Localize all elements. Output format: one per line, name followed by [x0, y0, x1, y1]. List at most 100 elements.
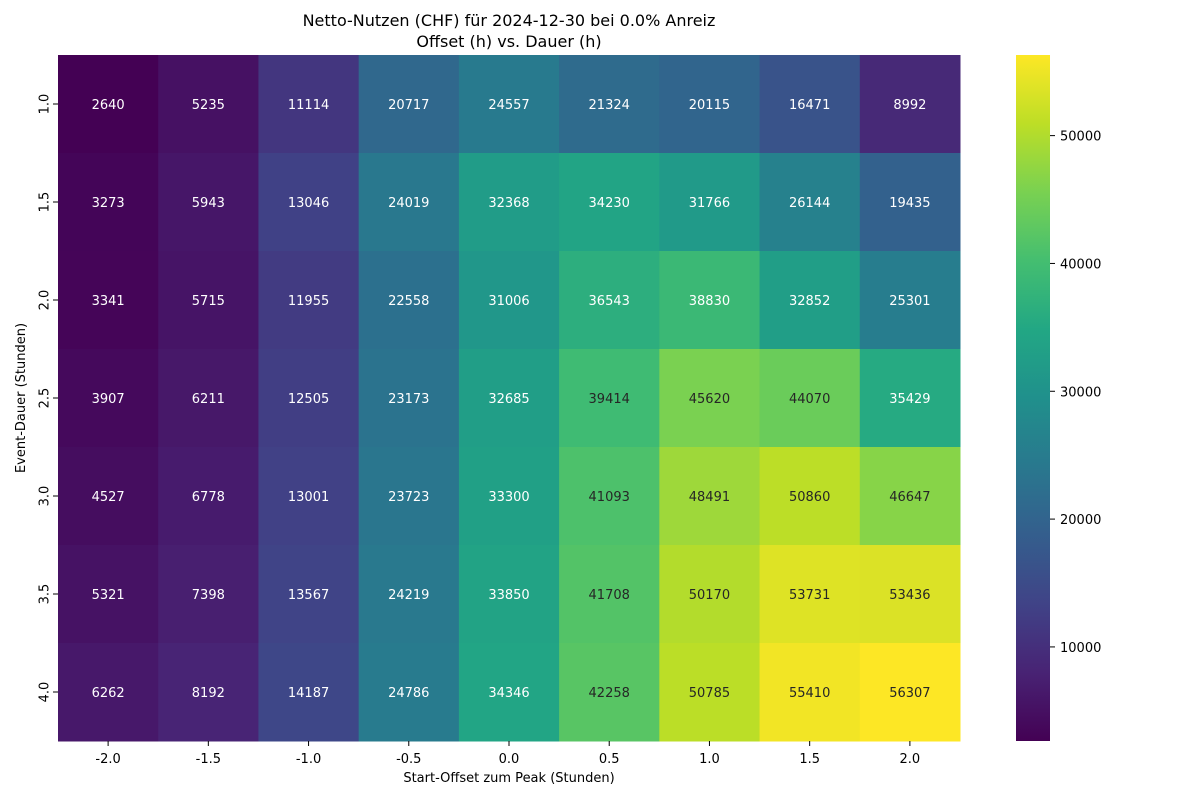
colorbar-tick-label: 30000: [1060, 385, 1101, 400]
cell-value-label: 33850: [488, 588, 529, 603]
heatmap-cell: [659, 251, 761, 350]
heatmap-cell: [458, 447, 560, 546]
heatmap-cell: [659, 349, 761, 448]
x-axis-label: Start-Offset zum Peak (Stunden): [403, 771, 614, 786]
cell-value-label: 5321: [92, 588, 125, 603]
cell-value-label: 26144: [789, 196, 830, 211]
x-tick-label: -1.5: [196, 752, 221, 767]
cell-value-label: 34230: [589, 196, 630, 211]
cell-value-label: 24557: [488, 98, 529, 113]
heatmap-cell: [158, 447, 259, 546]
x-tick-label: 1.0: [699, 752, 720, 767]
cell-value-label: 20717: [388, 98, 429, 113]
heatmap-cell: [759, 447, 861, 546]
cell-value-label: 53731: [789, 588, 830, 603]
cell-value-label: 31766: [689, 196, 730, 211]
cell-value-label: 20115: [689, 98, 730, 113]
heatmap-cell: [759, 545, 861, 644]
cell-value-label: 6262: [92, 686, 125, 701]
heatmap-cell: [859, 447, 961, 546]
cell-value-label: 50860: [789, 490, 830, 505]
y-axis-label: Event-Dauer (Stunden): [14, 323, 29, 473]
heatmap-cell: [158, 545, 259, 644]
heatmap-cell: [559, 545, 660, 644]
heatmap-cell: [659, 447, 761, 546]
heatmap-cell: [358, 643, 460, 742]
colorbar-tick-label: 20000: [1060, 513, 1101, 528]
cell-value-label: 55410: [789, 686, 830, 701]
y-tick-label: 3.5: [38, 584, 53, 605]
heatmap-cell: [458, 349, 560, 448]
cell-value-label: 35429: [889, 392, 930, 407]
cell-value-label: 46647: [889, 490, 930, 505]
cell-value-label: 24786: [388, 686, 429, 701]
cell-value-label: 3907: [92, 392, 125, 407]
colorbar-tick-label: 40000: [1060, 257, 1101, 272]
y-tick-label: 2.0: [38, 290, 53, 311]
cell-value-label: 21324: [589, 98, 630, 113]
cell-value-label: 34346: [488, 686, 529, 701]
cell-value-label: 22558: [388, 294, 429, 309]
heatmap-cell: [358, 251, 460, 350]
cell-value-label: 36543: [589, 294, 630, 309]
colorbar-ticks: 10000 20000 30000 40000 50000: [1050, 130, 1101, 656]
heatmap-cell: [58, 447, 159, 546]
cell-value-label: 6211: [192, 392, 225, 407]
colorbar-tick-label: 10000: [1060, 641, 1101, 656]
cell-value-label: 16471: [789, 98, 830, 113]
heatmap-cell: [458, 55, 560, 154]
x-tick-label: 2.0: [900, 752, 921, 767]
cell-value-label: 41093: [589, 490, 630, 505]
cell-value-label: 7398: [192, 588, 225, 603]
heatmap-cell: [358, 153, 460, 252]
cell-value-label: 31006: [488, 294, 529, 309]
cell-value-label: 53436: [889, 588, 930, 603]
cell-value-label: 24219: [388, 588, 429, 603]
cell-value-label: 44070: [789, 392, 830, 407]
heatmap-cell: [258, 447, 360, 546]
heatmap-cell: [358, 545, 460, 644]
cell-value-label: 32368: [488, 196, 529, 211]
heatmap-cell: [58, 153, 159, 252]
cell-value-label: 13046: [288, 196, 329, 211]
heatmap-cell: [358, 349, 460, 448]
heatmap-cell: [358, 447, 460, 546]
heatmap-cell: [158, 153, 259, 252]
cell-value-label: 11955: [288, 294, 329, 309]
cell-value-label: 5235: [192, 98, 225, 113]
cell-value-label: 24019: [388, 196, 429, 211]
heatmap-cell: [559, 55, 660, 154]
heatmap-cell: [158, 251, 259, 350]
x-tick-label: -0.5: [396, 752, 421, 767]
heatmap-cell: [759, 643, 861, 742]
cell-value-label: 5715: [192, 294, 225, 309]
heatmap-cell: [158, 349, 259, 448]
heatmap-cell: [659, 643, 761, 742]
cell-value-label: 33300: [488, 490, 529, 505]
chart-title-line1: Netto-Nutzen (CHF) für 2024-12-30 bei 0.…: [303, 11, 716, 30]
cell-value-label: 11114: [288, 98, 329, 113]
cell-value-label: 13001: [288, 490, 329, 505]
heatmap-cell: [158, 55, 259, 154]
heatmap-cell: [559, 349, 660, 448]
cell-value-label: 41708: [589, 588, 630, 603]
heatmap-cell: [58, 251, 159, 350]
y-tick-label: 4.0: [38, 682, 53, 703]
heatmap-cell: [58, 55, 159, 154]
cell-value-label: 45620: [689, 392, 730, 407]
heatmap-cell: [859, 545, 961, 644]
heatmap-cell: [559, 447, 660, 546]
cell-value-label: 32852: [789, 294, 830, 309]
heatmap-cell: [659, 153, 761, 252]
heatmap-cell: [759, 251, 861, 350]
chart-title-line2: Offset (h) vs. Dauer (h): [416, 32, 601, 51]
cell-value-label: 5943: [192, 196, 225, 211]
heatmap-cell: [759, 349, 861, 448]
heatmap-cell: [258, 545, 360, 644]
heatmap-cell: [559, 251, 660, 350]
cell-value-label: 2640: [92, 98, 125, 113]
cell-value-label: 23723: [388, 490, 429, 505]
heatmap-cell: [458, 251, 560, 350]
heatmap-cell: [458, 153, 560, 252]
